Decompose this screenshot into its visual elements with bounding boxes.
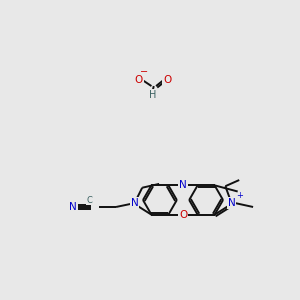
Text: −: − [140, 67, 148, 77]
Text: O: O [179, 210, 187, 220]
Text: C: C [86, 196, 92, 205]
Text: N: N [179, 180, 187, 190]
Text: H: H [148, 90, 156, 100]
Text: O: O [164, 75, 172, 85]
Text: +: + [237, 191, 243, 200]
Text: N: N [228, 198, 236, 208]
Text: N: N [69, 202, 77, 212]
Text: N: N [130, 198, 138, 208]
Text: O: O [134, 75, 142, 85]
